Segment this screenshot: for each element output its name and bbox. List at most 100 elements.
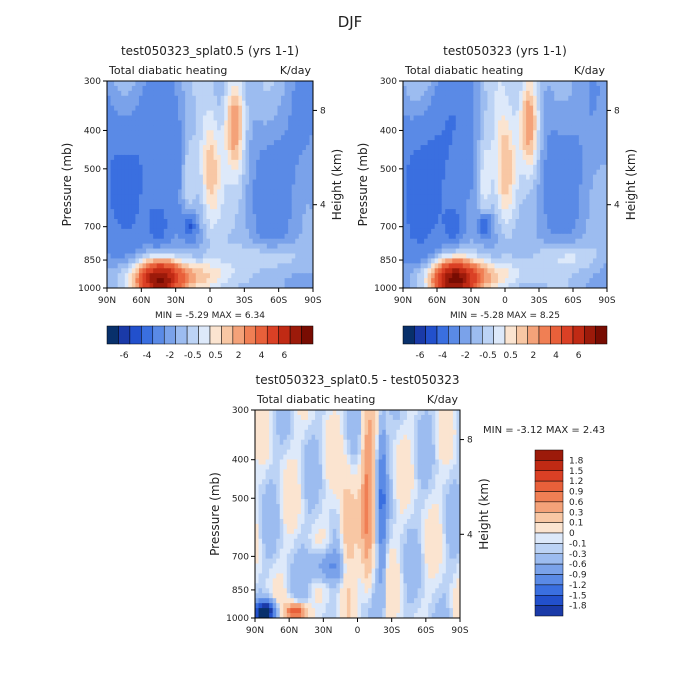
- field-cell: [519, 214, 523, 220]
- field-cell: [174, 209, 179, 215]
- field-cell: [231, 189, 236, 195]
- field-cell: [413, 243, 418, 249]
- field-cell: [592, 105, 597, 111]
- field-cell: [592, 125, 597, 131]
- field-cell: [295, 169, 300, 176]
- field-cell: [582, 140, 587, 146]
- field-cell: [131, 154, 136, 161]
- field-cell: [410, 179, 414, 185]
- field-cell: [227, 243, 232, 249]
- field-cell: [550, 169, 555, 176]
- field-cell: [543, 204, 548, 210]
- field-cell: [220, 204, 225, 210]
- field-cell: [288, 253, 293, 259]
- field-cell: [505, 194, 509, 200]
- field-cell: [424, 253, 429, 259]
- field-cell: [420, 85, 425, 92]
- field-cell: [505, 135, 509, 141]
- field-cell: [533, 268, 538, 274]
- field-cell: [406, 219, 411, 225]
- field-cell: [533, 233, 538, 240]
- field-cell: [245, 273, 250, 279]
- field-cell: [298, 81, 303, 87]
- field-cell: [575, 278, 580, 284]
- field-cell: [213, 105, 218, 111]
- field-cell: [117, 258, 122, 264]
- field-cell: [110, 120, 115, 126]
- field-cell: [554, 100, 559, 107]
- field-cell: [603, 159, 608, 166]
- field-cell: [519, 110, 523, 116]
- field-cell: [277, 120, 282, 126]
- field-cell: [114, 90, 119, 97]
- field-cell: [420, 258, 425, 264]
- field-cell: [167, 238, 172, 245]
- field-cell: [170, 268, 175, 274]
- field-cell: [259, 81, 264, 87]
- field-cell: [110, 219, 115, 225]
- field-cell: [508, 159, 513, 166]
- field-cell: [434, 189, 439, 195]
- field-cell: [309, 100, 314, 107]
- field-cell: [256, 283, 261, 289]
- field-cell: [462, 179, 467, 185]
- field-cell: [107, 115, 111, 121]
- field-cell: [259, 248, 264, 254]
- field-cell: [121, 263, 126, 269]
- field-cell: [462, 248, 467, 254]
- field-cell: [410, 223, 414, 230]
- field-cell: [578, 159, 583, 166]
- field-cell: [410, 140, 414, 146]
- field-cell: [227, 268, 232, 274]
- field-cell: [512, 209, 516, 215]
- field-cell: [224, 85, 229, 92]
- field-cell: [163, 135, 168, 141]
- field-cell: [163, 145, 168, 151]
- field-cell: [536, 110, 541, 116]
- field-cell: [156, 268, 161, 274]
- field-cell: [234, 228, 239, 235]
- field-cell: [501, 85, 506, 92]
- field-cell: [163, 228, 168, 235]
- field-cell: [245, 258, 250, 264]
- field-cell: [249, 184, 254, 190]
- field-cell: [462, 81, 467, 87]
- field-cell: [206, 100, 211, 107]
- field-cell: [410, 268, 414, 274]
- field-cell: [459, 110, 464, 116]
- field-cell: [256, 223, 261, 230]
- field-cell: [170, 204, 175, 210]
- field-cell: [178, 238, 182, 245]
- field-cell: [497, 145, 502, 151]
- field-cell: [533, 238, 538, 245]
- field-cell: [281, 85, 285, 92]
- field-cell: [249, 204, 254, 210]
- field-cell: [578, 223, 583, 230]
- field-cell: [241, 164, 246, 171]
- field-cell: [252, 253, 257, 259]
- field-cell: [167, 199, 172, 205]
- field-cell: [298, 95, 303, 102]
- field-cell: [128, 100, 133, 107]
- field-cell: [302, 110, 307, 116]
- field-cell: [592, 179, 597, 185]
- field-cell: [270, 145, 275, 151]
- field-cell: [561, 258, 566, 264]
- field-cell: [245, 179, 250, 185]
- field-cell: [452, 120, 457, 126]
- field-cell: [533, 243, 538, 249]
- field-cell: [174, 233, 179, 240]
- field-cell: [160, 174, 165, 180]
- field-cell: [554, 179, 559, 185]
- field-cell: [206, 268, 211, 274]
- field-cell: [220, 194, 225, 200]
- field-cell: [438, 189, 443, 195]
- field-cell: [599, 100, 604, 107]
- field-cell: [174, 164, 179, 171]
- field-cell: [445, 174, 450, 180]
- field-cell: [455, 140, 460, 146]
- field-cell: [596, 85, 601, 92]
- field-cell: [192, 159, 197, 166]
- field-cell: [238, 81, 243, 87]
- field-cell: [291, 159, 296, 166]
